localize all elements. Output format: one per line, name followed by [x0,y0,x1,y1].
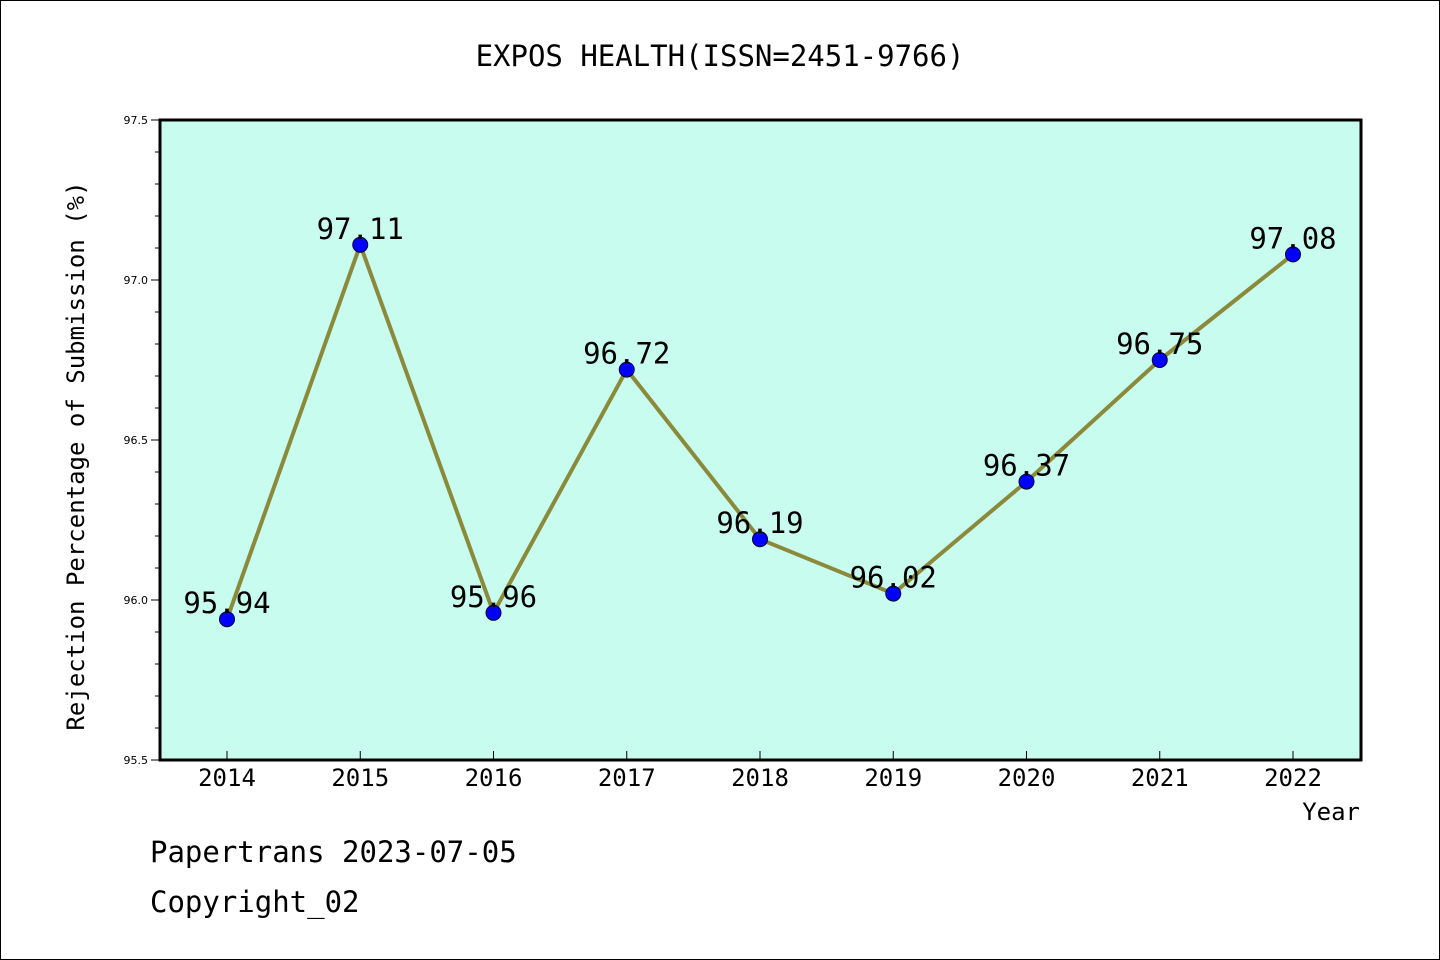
data-point [352,236,369,253]
data-label: 95.94 [183,586,270,620]
data-label: 96.02 [850,561,937,595]
x-tick-label: 2018 [731,764,789,792]
data-label: 95.96 [450,580,537,614]
x-tick-label: 2017 [598,764,656,792]
data-point [1151,352,1168,368]
x-tick-label: 2022 [1264,764,1322,792]
data-labels: 95.94 97.11 95.96 96.72 96.19 96.02 96.37 96.75… [183,212,1336,620]
data-point [1285,246,1301,263]
y-tick-label: 95.5 [124,754,149,767]
x-axis: 2014 2015 2016 2017 2018 2019 2020 2021 2022 [198,751,1322,792]
data-label: 97.08 [1249,221,1336,255]
x-tick-label: 2014 [198,764,256,792]
data-point [1018,473,1035,490]
y-tick-label: 97.0 [124,274,149,287]
y-axis: 95.5 96.0 96.5 97.0 97.5 [124,114,160,767]
data-label: 96.72 [583,337,670,371]
data-label: 96.37 [983,449,1070,483]
data-point [485,604,502,621]
y-tick-label: 97.5 [124,114,149,127]
footer-copyright-text: Copyright_02 [150,885,360,919]
plot-area [160,120,1361,760]
y-axis-label: Rejection Percentage of Submission (%) [62,181,90,730]
chart-title: EXPOS HEALTH(ISSN=2451-9766) [476,39,965,73]
y-tick-label: 96.0 [124,594,149,607]
data-label: 96.75 [1116,327,1203,361]
x-tick-label: 2021 [1131,764,1189,792]
y-tick-label: 96.5 [124,434,149,447]
data-point [885,585,902,602]
data-point [752,531,768,548]
data-point [618,361,635,378]
data-label: 96.19 [716,506,803,540]
x-tick-label: 2015 [331,764,389,792]
x-tick-label: 2019 [864,764,922,792]
x-tick-label: 2020 [998,764,1056,792]
data-label: 97.11 [317,212,404,246]
data-point [219,611,235,628]
plot-border [158,118,1363,762]
x-tick-label: 2016 [465,764,523,792]
footer-date-text: Papertrans 2023-07-05 [150,835,517,869]
x-axis-label: Year [1302,798,1360,826]
series-markers [219,236,1301,628]
